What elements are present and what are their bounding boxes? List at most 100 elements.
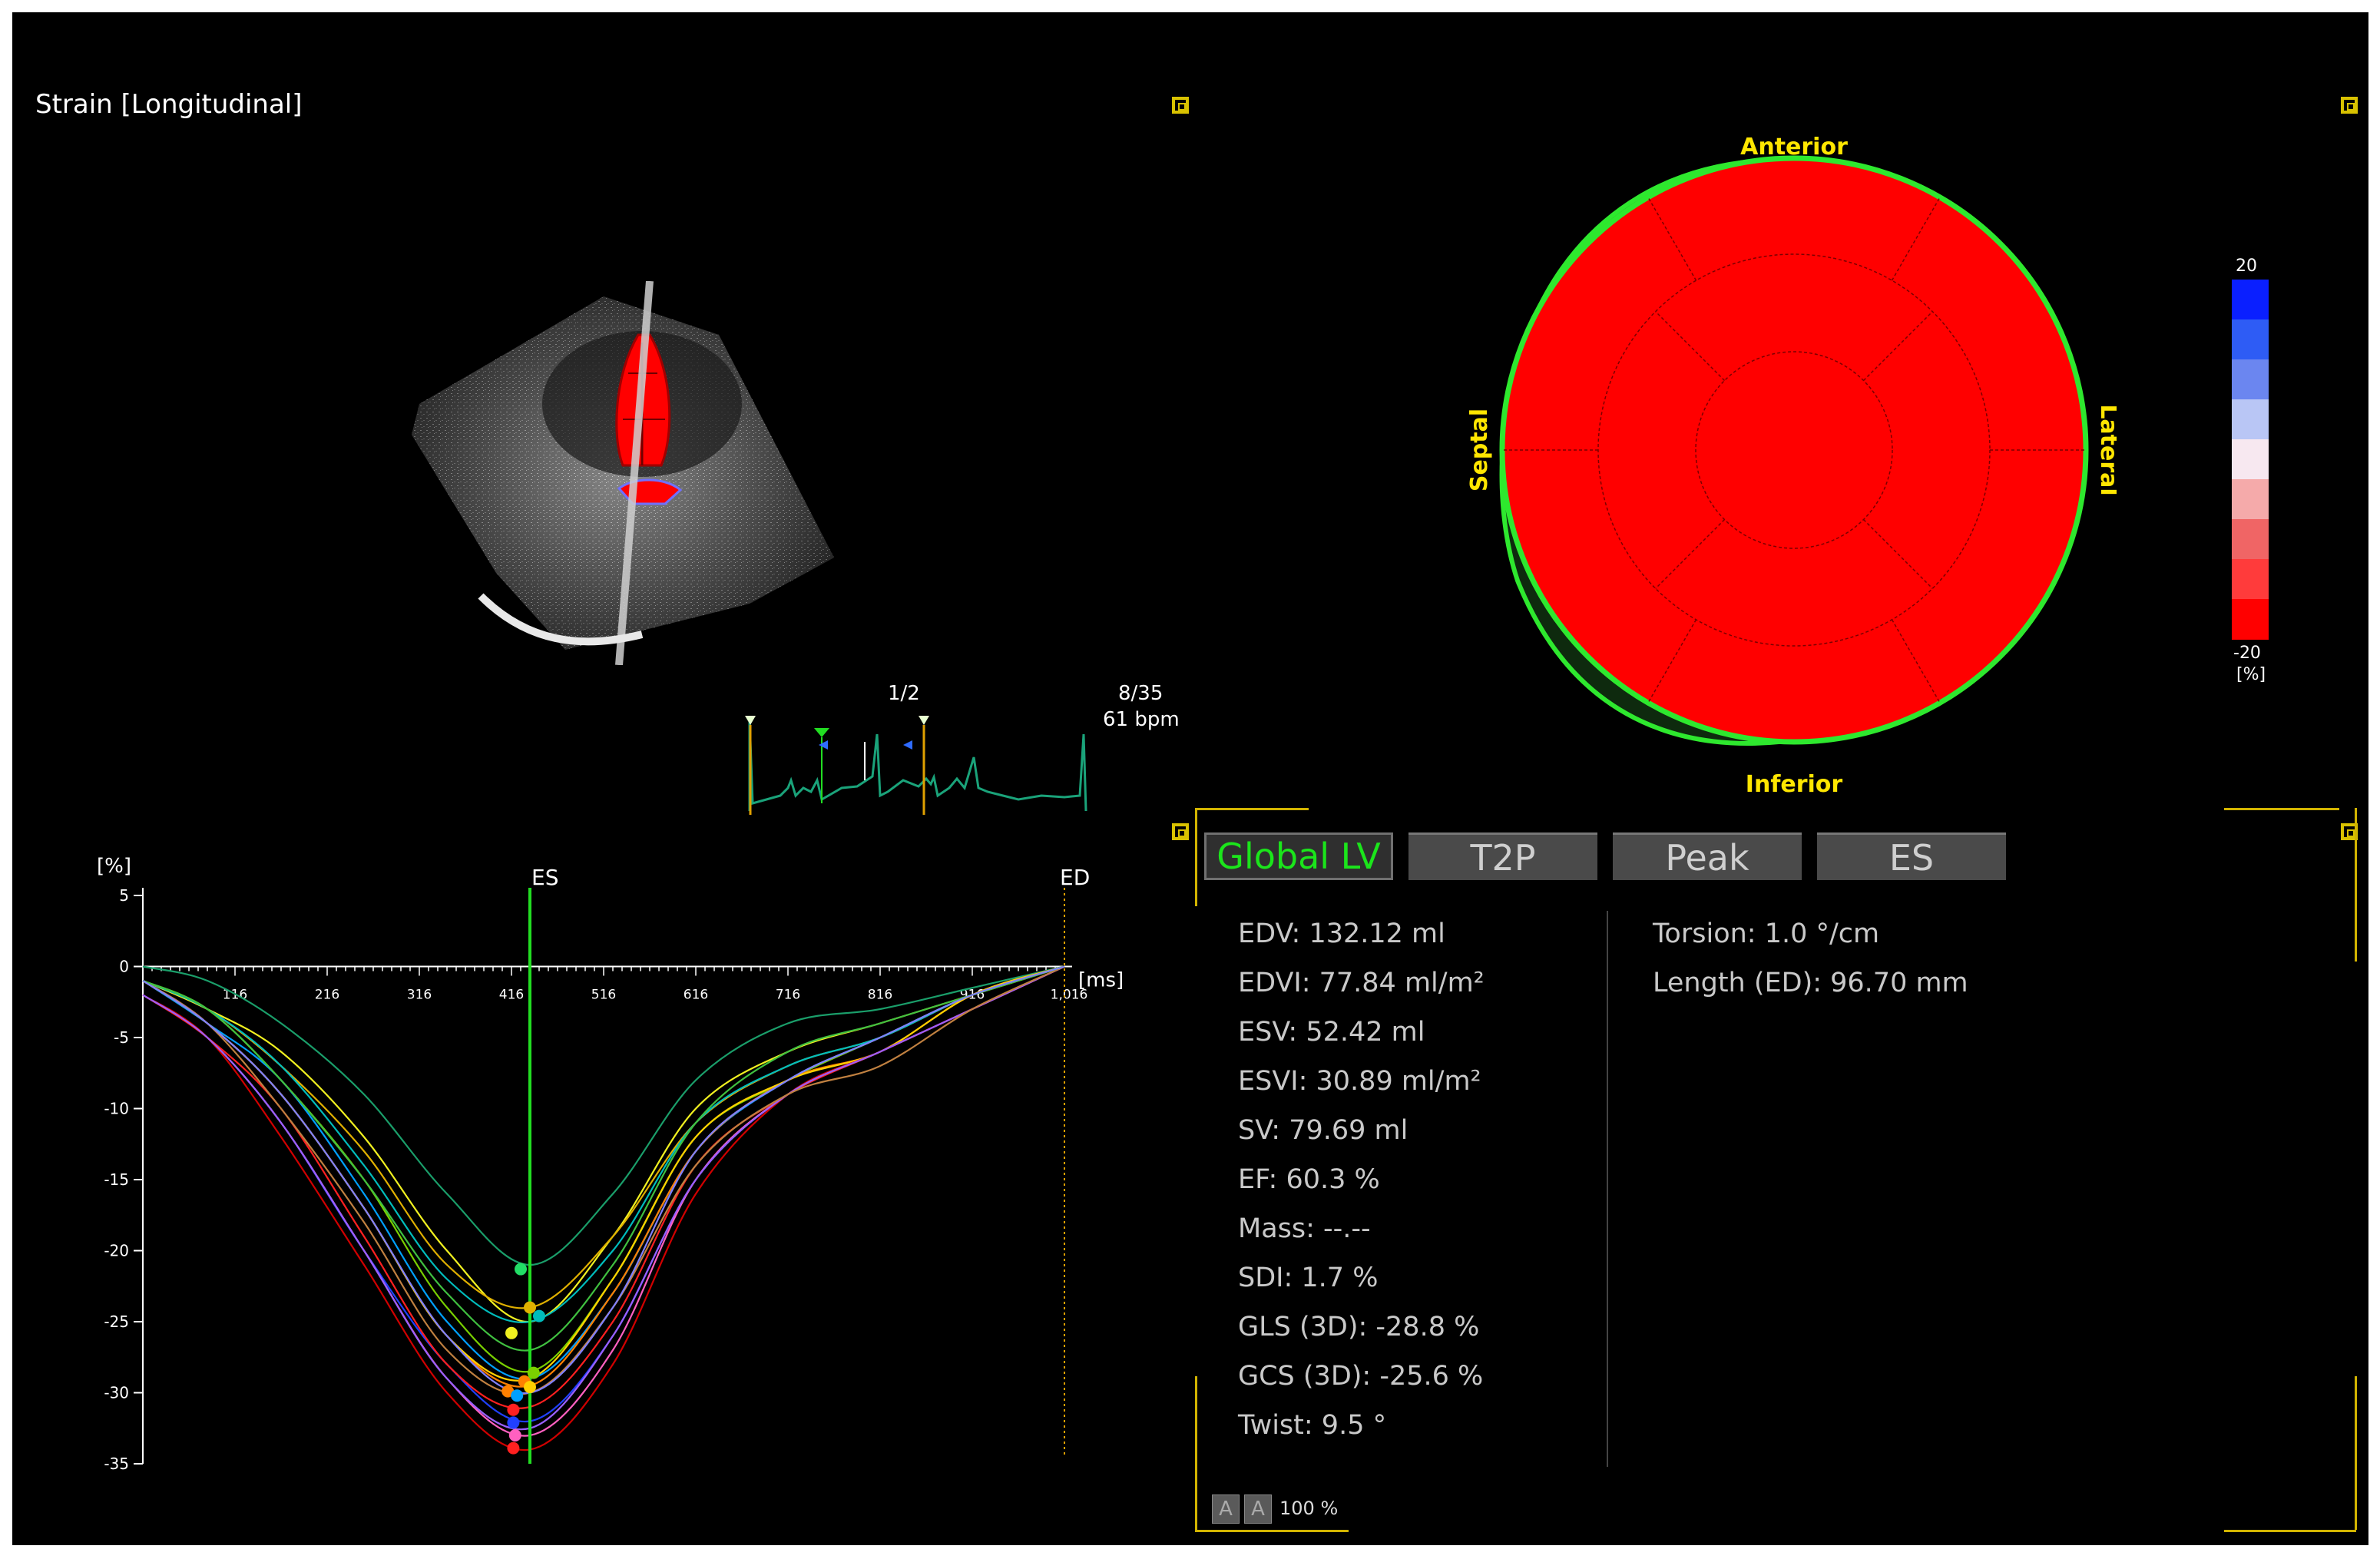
stat-item: EDV: 132.12 ml	[1238, 919, 1445, 949]
colorbar-swatch	[2232, 280, 2269, 320]
stat-item: Length (ED): 96.70 mm	[1653, 968, 1968, 998]
tab-es[interactable]: ES	[1817, 832, 2006, 880]
colorbar-unit-label: [%]	[2236, 665, 2266, 684]
stat-item: Mass: --.--	[1238, 1213, 1371, 1244]
strain-curve	[142, 965, 1065, 1409]
y-tick-label: -35	[104, 1455, 129, 1473]
panel-frame	[2224, 808, 2339, 812]
marker-label-es: ES	[531, 865, 558, 890]
stat-item: Twist: 9.5 °	[1238, 1410, 1387, 1441]
stat-item: SV: 79.69 ml	[1238, 1115, 1408, 1146]
y-tick-label: -20	[104, 1242, 129, 1260]
peak-point	[511, 1389, 524, 1402]
panel-maximize-icon[interactable]	[2341, 97, 2358, 114]
y-tick-label: -30	[104, 1384, 129, 1402]
stat-item: GLS (3D): -28.8 %	[1238, 1312, 1480, 1342]
colorbar-swatch	[2232, 439, 2269, 480]
panel-frame	[2224, 1530, 2356, 1534]
ecg-marker-end-icon	[919, 716, 929, 725]
colorbar-swatch	[2232, 359, 2269, 400]
y-tick-label: -10	[104, 1100, 129, 1118]
stat-item: SDI: 1.7 %	[1238, 1263, 1379, 1293]
x-tick-label: 516	[591, 988, 616, 1003]
panel-maximize-icon[interactable]	[1172, 97, 1189, 114]
y-tick-label: -5	[114, 1028, 129, 1047]
stat-item: ESVI: 30.89 ml/m²	[1238, 1066, 1481, 1097]
strain-curve	[142, 965, 1065, 1373]
bullseye-map[interactable]: Anterior Inferior Septal Lateral	[1425, 120, 2117, 796]
strain-curve	[142, 965, 1065, 1266]
stat-item: GCS (3D): -25.6 %	[1238, 1361, 1484, 1392]
panel-maximize-icon[interactable]	[1172, 823, 1189, 840]
ecg-waveform	[748, 718, 1087, 812]
stat-item: ESV: 52.42 ml	[1238, 1017, 1425, 1048]
peak-point	[527, 1366, 540, 1379]
segment-divider	[1655, 311, 1726, 382]
x-tick-label: 1,016	[1051, 988, 1088, 1003]
font-decrease-button[interactable]: A	[1212, 1494, 1240, 1524]
peak-point	[533, 1309, 545, 1322]
ecg-strip[interactable]	[734, 688, 1103, 819]
beat-counter: 1/2	[888, 682, 920, 705]
panel-frame	[1195, 808, 1199, 906]
colorbar-swatch	[2232, 599, 2269, 640]
panel-frame	[2355, 1376, 2358, 1530]
colorbar-swatch	[2232, 319, 2269, 360]
panel-frame	[2355, 808, 2358, 962]
view-title: Strain [Longitudinal]	[35, 89, 303, 120]
colorbar-swatch	[2232, 479, 2269, 520]
strain-curve	[142, 965, 1065, 1323]
panel-frame	[1195, 1376, 1199, 1530]
x-tick-label: 316	[407, 988, 432, 1003]
x-tick-label: 416	[499, 988, 524, 1003]
ecg-marker-blue-icon	[903, 740, 912, 750]
strain-curve	[142, 965, 1065, 1423]
zoom-level: 100 %	[1279, 1498, 1339, 1519]
font-increase-button[interactable]: A	[1244, 1494, 1272, 1524]
stat-item: EDVI: 77.84 ml/m²	[1238, 968, 1485, 998]
peak-point	[507, 1403, 520, 1416]
strain-curve	[142, 965, 1065, 1380]
x-axis-label: [ms]	[1078, 969, 1124, 992]
colorbar-swatch	[2232, 559, 2269, 600]
colorbar	[2232, 280, 2269, 640]
echo-bright-edge	[478, 593, 644, 646]
colorbar-swatch	[2232, 519, 2269, 560]
x-tick-label: 216	[315, 988, 339, 1003]
colorbar-min-label: -20	[2233, 644, 2261, 663]
ecg-marker-blue-icon	[819, 740, 828, 750]
tab-peak[interactable]: Peak	[1613, 832, 1802, 880]
bullseye-outer-ring	[1499, 155, 2089, 745]
peak-point	[505, 1326, 518, 1339]
peak-point	[515, 1263, 527, 1276]
x-tick-label: 816	[868, 988, 892, 1003]
strain-curve	[142, 965, 1065, 1352]
peak-point	[507, 1416, 520, 1429]
tab-t2p[interactable]: T2P	[1408, 832, 1597, 880]
ecg-marker-start-icon	[745, 716, 756, 725]
colorbar-swatch	[2232, 399, 2269, 440]
strain-curve	[142, 965, 1065, 1395]
strain-curve	[142, 965, 1065, 1395]
ecg-marker-es-icon[interactable]	[814, 728, 829, 737]
strain-curve	[142, 965, 1065, 1437]
peak-point	[508, 1429, 521, 1441]
strain-curve	[142, 965, 1065, 1431]
y-tick-label: -25	[104, 1312, 129, 1331]
segment-divider	[1655, 518, 1726, 589]
y-axis-label: [%]	[97, 855, 131, 878]
peak-point	[507, 1441, 520, 1455]
segment-divider	[1862, 518, 1933, 589]
lateral-label: Lateral	[2095, 404, 2117, 495]
stats-divider	[1607, 911, 1608, 1467]
y-tick-label: 0	[119, 958, 129, 976]
peak-point	[524, 1301, 536, 1314]
colorbar-max-label: 20	[2236, 257, 2257, 276]
inferior-label: Inferior	[1746, 771, 1843, 796]
tab-global-lv[interactable]: Global LV	[1204, 832, 1393, 880]
y-tick-label: -15	[104, 1170, 129, 1189]
echo-volume-render[interactable]	[389, 281, 880, 665]
heart-rate: 61 bpm	[1103, 708, 1180, 731]
bullseye-ring-divider	[1695, 351, 1893, 549]
